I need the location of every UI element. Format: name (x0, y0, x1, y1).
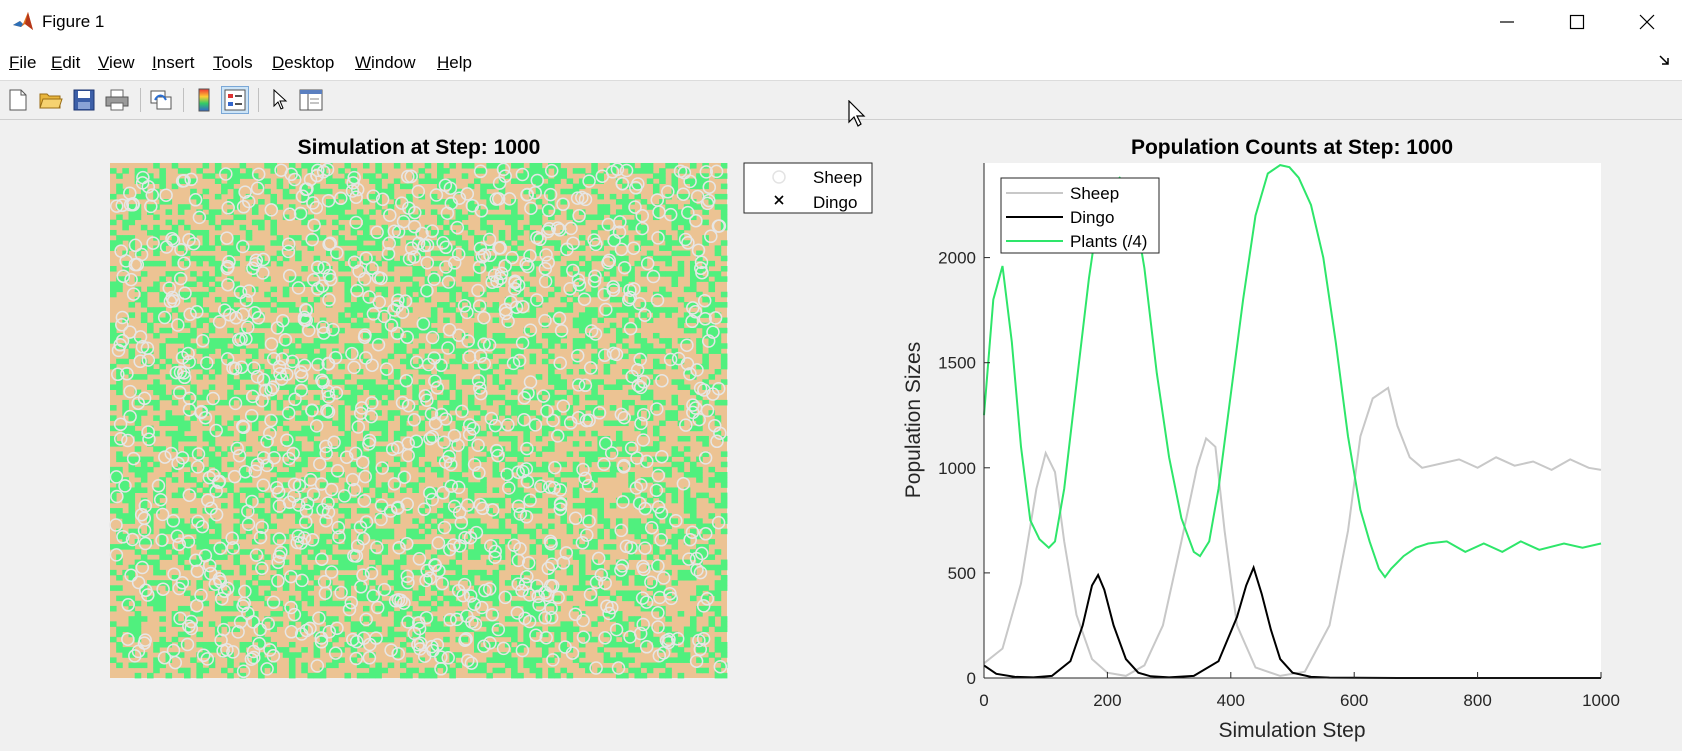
legend-dingo-label: Dingo (1070, 208, 1114, 227)
menu-bar: File Edit View Insert Tools Desktop Wind… (0, 44, 1682, 80)
x-tick-label: 600 (1340, 691, 1368, 710)
dock-arrow-icon[interactable] (1658, 54, 1670, 66)
toolbar-separator (183, 88, 184, 112)
menu-desktop[interactable]: Desktop (272, 53, 335, 72)
y-tick-label: 1000 (938, 459, 976, 478)
chart-series (983, 164, 1602, 679)
menu-view[interactable]: View (98, 53, 135, 72)
toolbar-separator (140, 88, 141, 112)
mouse-cursor-icon (848, 100, 866, 127)
series-line-2 (983, 164, 1602, 579)
close-button[interactable] (1612, 0, 1682, 44)
legend-icon (224, 89, 246, 111)
title-bar: Figure 1 (0, 0, 1682, 44)
property-inspector-button[interactable] (297, 86, 325, 114)
menu-insert[interactable]: Insert (152, 53, 195, 72)
minimize-button[interactable] (1472, 0, 1542, 44)
colorbar-icon (198, 88, 210, 112)
new-figure-button[interactable] (4, 86, 32, 114)
window-title: Figure 1 (42, 12, 105, 31)
menu-edit[interactable]: Edit (51, 53, 81, 72)
dingo-legend-marker (774, 195, 784, 205)
open-file-icon (39, 93, 63, 109)
sim-title: Simulation at Step: 1000 (298, 136, 541, 159)
x-tick-label: 200 (1093, 691, 1121, 710)
toolbar (0, 80, 1682, 120)
y-tick-label: 500 (948, 564, 976, 583)
maximize-button[interactable] (1542, 0, 1612, 44)
menu-file[interactable]: File (9, 53, 37, 72)
open-file-button[interactable] (37, 86, 65, 114)
sim-legend: Sheep Dingo (743, 162, 873, 214)
y-tick-label: 2000 (938, 249, 976, 268)
chart-axes: 0 200 400 600 800 1000 0 500 1000 1500 2000 (938, 163, 1620, 710)
edit-plot-button[interactable] (266, 86, 294, 114)
plant-cells (110, 163, 728, 679)
colorbar-button[interactable] (190, 86, 218, 114)
x-axis-label: Simulation Step (1218, 719, 1365, 742)
menu-tools[interactable]: Tools (213, 53, 253, 72)
sheep-legend-marker (772, 170, 786, 184)
print-icon (105, 89, 129, 111)
sim-legend-sheep: Sheep (813, 168, 862, 187)
y-axis-label: Population Sizes (902, 342, 925, 498)
print-button[interactable] (103, 86, 131, 114)
legend-plants-label: Plants (/4) (1070, 232, 1147, 251)
menu-help[interactable]: Help (437, 53, 472, 72)
series-line-0 (983, 386, 1602, 677)
x-tick-label: 400 (1217, 691, 1245, 710)
series-line-1 (983, 564, 1601, 679)
menu-window[interactable]: Window (355, 53, 416, 72)
save-icon (73, 89, 95, 111)
maximize-icon (1569, 14, 1585, 30)
legend-button[interactable] (221, 86, 249, 114)
sheep-markers (109, 162, 728, 679)
simulation-grid (109, 162, 728, 679)
x-tick-label: 0 (979, 691, 988, 710)
property-inspector-icon (299, 89, 323, 111)
edit-plot-icon (273, 89, 288, 110)
save-button[interactable] (70, 86, 98, 114)
chart-legend: Sheep Dingo Plants (/4) (1000, 177, 1160, 254)
toolbar-separator (258, 88, 259, 112)
link-plot-icon (150, 90, 172, 110)
x-tick-label: 800 (1463, 691, 1491, 710)
link-plot-button[interactable] (147, 86, 175, 114)
y-tick-label: 0 (967, 669, 976, 688)
matlab-icon (13, 12, 33, 30)
chart-title: Population Counts at Step: 1000 (1131, 136, 1453, 159)
minimize-icon (1500, 21, 1514, 23)
new-figure-icon (9, 89, 27, 111)
chart-plot-area (984, 163, 1601, 678)
close-icon (1639, 14, 1655, 30)
soil-background (110, 163, 727, 678)
sim-legend-dingo: Dingo (813, 193, 857, 212)
x-tick-label: 1000 (1582, 691, 1620, 710)
y-tick-label: 1500 (938, 354, 976, 373)
legend-sheep-label: Sheep (1070, 184, 1119, 203)
